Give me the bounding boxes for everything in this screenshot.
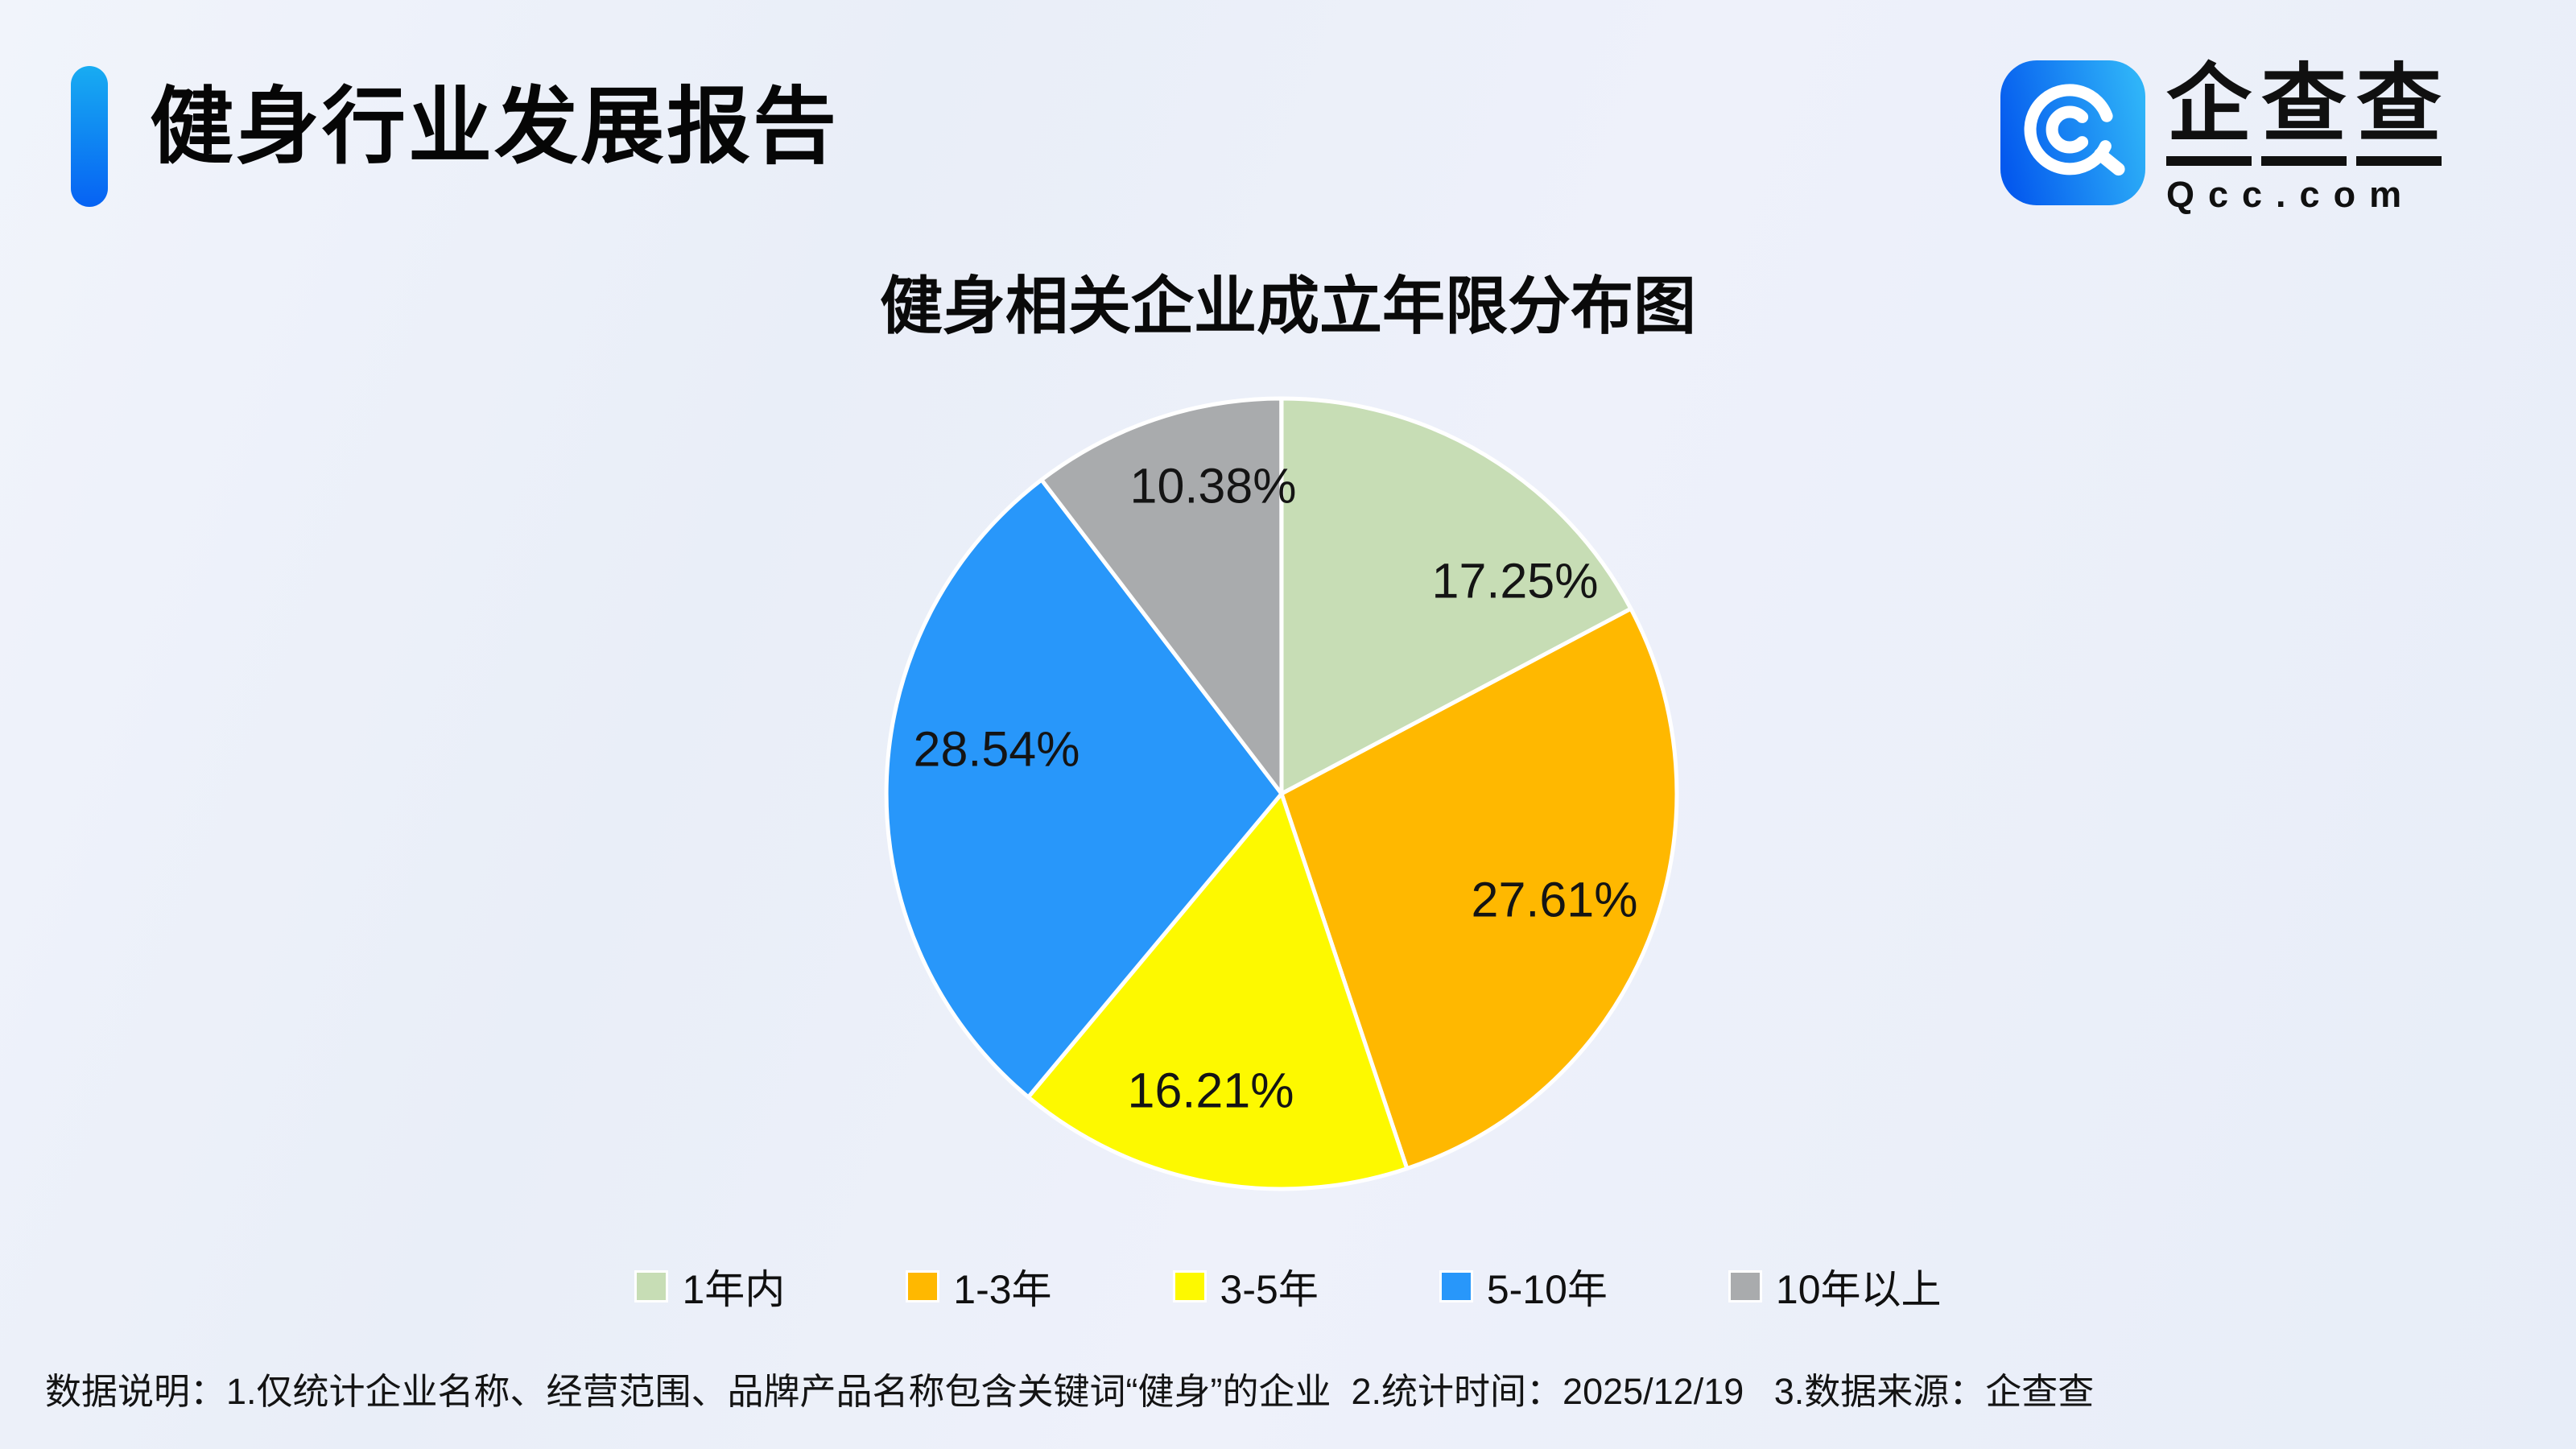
legend-swatch	[906, 1270, 940, 1302]
pie-label-1-3年: 27.61%	[1472, 872, 1638, 927]
pie-slice-1年内	[1279, 396, 1633, 796]
magnifier-handle	[2094, 147, 2125, 176]
legend-item-1-3年: 1-3年	[906, 1257, 1052, 1315]
pie-label-10年以上: 10.38%	[1130, 458, 1297, 513]
legend-swatch	[1439, 1270, 1473, 1302]
legend-item-1年内: 1年内	[634, 1257, 785, 1315]
legend-item-5-10年: 5-10年	[1439, 1257, 1608, 1315]
title-accent-bar	[71, 66, 108, 207]
data-note: 数据说明：1.仅统计企业名称、经营范围、品牌产品名称包含关键词“健身”的企业 2…	[45, 1371, 2095, 1412]
pie-label-3-5年: 16.21%	[1128, 1063, 1294, 1117]
brand-char: 企	[2166, 60, 2252, 167]
chart-title: 健身相关企业成立年限分布图	[879, 270, 1696, 341]
pie-slice-3-5年	[1026, 791, 1410, 1191]
brand-char: 查	[2261, 60, 2347, 167]
legend-label: 1-3年	[953, 1267, 1052, 1312]
qcc-logo-text: 企 查 查 Qcc.com	[2166, 60, 2442, 216]
legend-label: 5-10年	[1486, 1267, 1608, 1312]
legend-label: 10年以上	[1775, 1267, 1942, 1312]
qcc-logo-icon	[2000, 60, 2145, 205]
legend-item-3-5年: 3-5年	[1172, 1257, 1319, 1315]
pie-label-1年内: 17.25%	[1432, 553, 1599, 608]
qcc-logo: 企 查 查 Qcc.com	[2000, 60, 2442, 216]
brand-char: 查	[2356, 60, 2442, 167]
legend-swatch	[1728, 1270, 1762, 1302]
brand-name: 企 查 查	[2166, 60, 2442, 167]
pie-slice-10年以上	[1039, 396, 1284, 796]
legend-swatch	[1172, 1270, 1207, 1302]
legend-label: 3-5年	[1220, 1267, 1319, 1312]
legend-label: 1年内	[682, 1267, 786, 1312]
pie-label-5-10年: 28.54%	[914, 721, 1080, 776]
pie-slice-1-3年	[1279, 606, 1679, 1171]
page-title: 健身行业发展报告	[150, 80, 840, 174]
pie-slice-5-10年	[884, 477, 1284, 1100]
inner-c	[2046, 105, 2089, 154]
legend-swatch	[634, 1270, 669, 1302]
chart-legend: 1年内 1-3年 3-5年 5-10年 10年以上	[0, 1257, 2576, 1315]
brand-domain: Qcc.com	[2166, 174, 2416, 216]
magnifier-ring	[2024, 84, 2113, 175]
legend-item-10年以上: 10年以上	[1728, 1257, 1942, 1315]
